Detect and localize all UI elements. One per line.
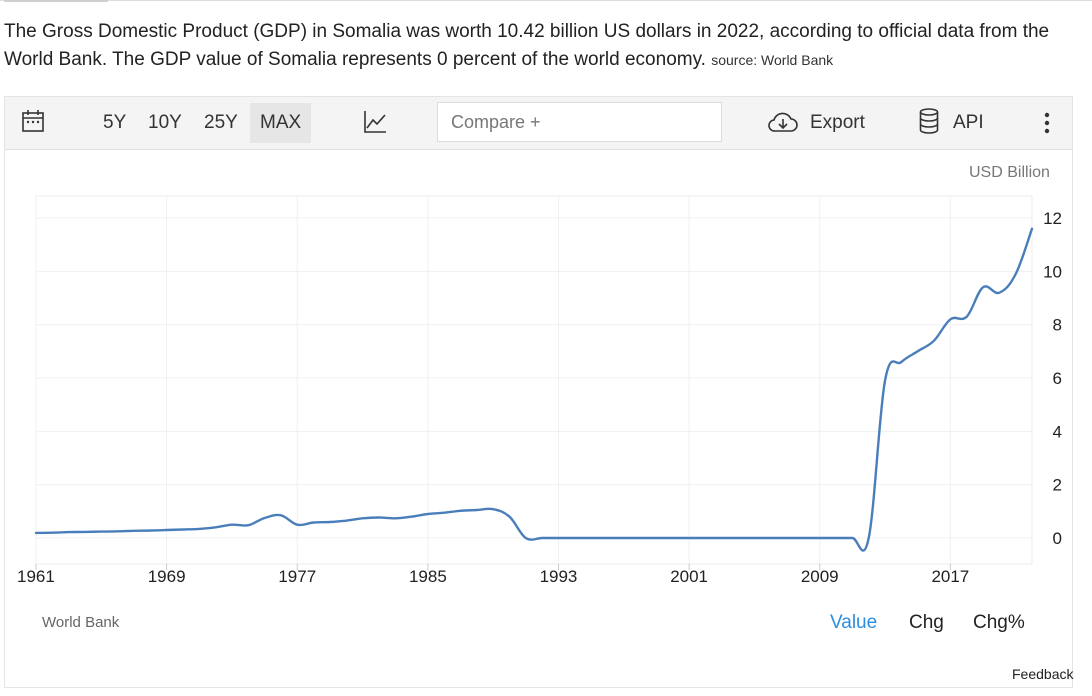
cloud-download-icon[interactable] <box>767 111 799 133</box>
y-tick-label: 4 <box>1053 422 1062 441</box>
feedback-link[interactable]: Feedback <box>1012 666 1074 682</box>
range-25y-button[interactable]: 25Y <box>204 112 238 133</box>
range-max-button[interactable]: MAX <box>250 103 312 143</box>
y-tick-label: 10 <box>1043 262 1062 281</box>
x-tick-label: 1985 <box>409 567 447 586</box>
x-tick-label: 1993 <box>540 567 578 586</box>
intro-paragraph: The Gross Domestic Product (GDP) in Soma… <box>4 18 1088 74</box>
plot-frame <box>35 195 1033 565</box>
x-tick-label: 2009 <box>801 567 839 586</box>
chart-source-label: World Bank <box>42 614 120 631</box>
chart-toolbar: 5Y 10Y 25Y MAX Export API <box>5 97 1072 150</box>
x-tick-label: 1961 <box>17 567 55 586</box>
compare-input[interactable] <box>437 102 722 142</box>
y-axis-ticks: 0 2 4 6 8 10 12 <box>1043 209 1062 548</box>
mode-chg-pct-button[interactable]: Chg% <box>973 612 1025 633</box>
calendar-icon[interactable] <box>22 109 44 133</box>
intro-text: The Gross Domestic Product (GDP) in Soma… <box>4 21 1050 70</box>
export-button[interactable]: Export <box>810 112 865 133</box>
line-chart-icon[interactable] <box>363 110 387 134</box>
y-tick-label: 0 <box>1053 529 1062 548</box>
database-icon[interactable] <box>919 108 939 134</box>
gdp-series-line <box>34 227 1034 552</box>
x-tick-label: 2017 <box>931 567 969 586</box>
more-vertical-icon[interactable] <box>1043 112 1051 134</box>
intro-source: source: World Bank <box>711 52 834 68</box>
y-unit-label: USD Billion <box>969 164 1050 181</box>
x-axis-ticks: 1961 1969 1977 1985 1993 2001 2009 2017 <box>17 567 969 586</box>
top-tab-indicator <box>4 0 108 2</box>
chart-panel: 5Y 10Y 25Y MAX Export API <box>4 96 1073 688</box>
x-tick-label: 2001 <box>670 567 708 586</box>
mode-value-button[interactable]: Value <box>830 612 878 633</box>
range-10y-button[interactable]: 10Y <box>148 112 182 133</box>
top-rule <box>0 0 1092 4</box>
x-tick-label: 1977 <box>278 567 316 586</box>
gdp-line-chart: 0 2 4 6 8 10 12 1961 1969 1977 1985 1993 2001 2009 20… <box>17 195 1062 586</box>
mode-chg-button[interactable]: Chg <box>909 612 944 633</box>
y-tick-label: 12 <box>1043 209 1062 228</box>
api-button[interactable]: API <box>953 112 984 133</box>
chart-grid <box>35 195 1033 570</box>
y-tick-label: 8 <box>1053 316 1062 335</box>
y-tick-label: 6 <box>1053 369 1062 388</box>
y-tick-label: 2 <box>1053 476 1062 495</box>
x-tick-label: 1969 <box>148 567 186 586</box>
range-5y-button[interactable]: 5Y <box>103 112 127 133</box>
